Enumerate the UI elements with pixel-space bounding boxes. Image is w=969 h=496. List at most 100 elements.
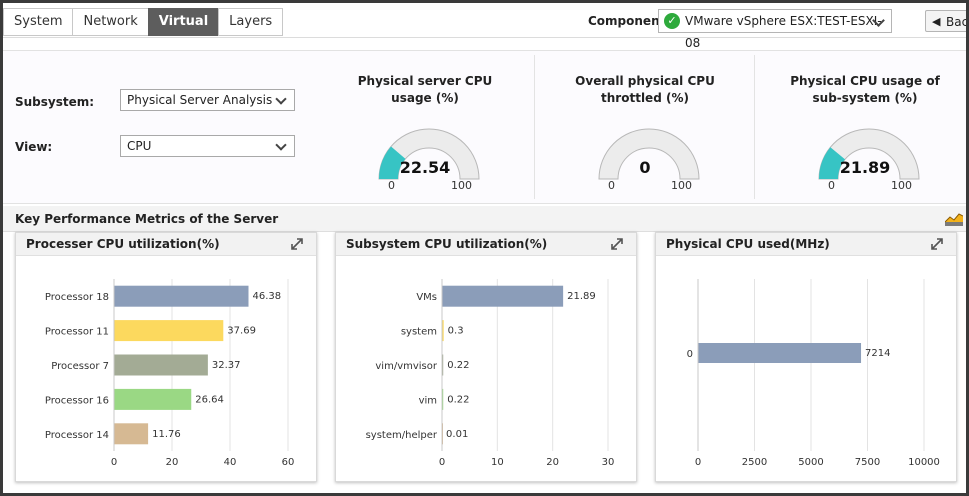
divider [754,55,755,199]
tab-system[interactable]: System [3,8,73,36]
bar-chart: 0 10 20 30 VMs 21.89 system 0.3 vim/vmvisor 0.22 v… [366,279,615,468]
bar [114,388,192,410]
value-label: 0.22 [447,394,469,405]
chart-title: Physical CPU used(MHz) [666,237,830,251]
bar [442,354,444,376]
gauge-subsystem-cpu: Physical CPU usage of sub-system (%) 21.… [755,51,966,203]
category-label: 0 [687,349,693,360]
app-window: System Network Virtual Layers Component … [3,3,966,493]
x-tick-label: 20 [546,457,559,468]
tab-network[interactable]: Network [72,8,148,36]
gauge-min: 0 [388,179,395,192]
x-tick-label: 60 [282,457,295,468]
chevron-down-icon [275,139,287,151]
gauge-title: Physical CPU usage of sub-system (%) [790,74,940,105]
category-label: Processor 18 [45,292,109,303]
summary-panel: Subsystem: Physical Server Analysis View… [3,50,966,204]
chart-title: Processer CPU utilization(%) [26,237,220,251]
bar [114,285,249,307]
gauge-title: Overall physical CPU throttled (%) [575,74,715,105]
category-label: Processor 11 [45,327,109,338]
gauge-track [598,128,700,180]
gauge-min: 0 [608,179,615,192]
gauge-track [378,128,480,180]
x-tick-label: 2500 [742,457,767,468]
x-tick-label: 0 [695,457,701,468]
value-label: 0.22 [447,360,469,371]
component-select[interactable]: ✓ VMware vSphere ESX:TEST-ESXI-08 [658,9,892,50]
chart-card-processor: Processer CPU utilization(%) 0 20 40 60 Proc… [15,232,317,482]
x-tick-label: 10000 [908,457,940,468]
value-label: 7214 [865,348,890,359]
value-label: 26.64 [195,394,224,405]
gauge-cpu-throttled: Overall physical CPU throttled (%) 0 0 1… [535,51,755,203]
card-header: Physical CPU used(MHz) [656,233,956,256]
value-label: 11.76 [152,429,181,440]
gauge-dial [818,128,920,180]
bar-chart: 0 2500 5000 7500 10000 0 7214 [687,279,940,468]
category-label: vim/vmvisor [375,361,437,372]
bar [114,354,208,376]
bar [114,320,224,342]
value-label: 21.89 [567,291,596,302]
x-tick-label: 7500 [855,457,880,468]
gauge-dial [598,128,700,180]
bar-chart: 0 20 40 60 Processor 18 46.38 Processor 11 37.6… [45,279,295,468]
category-label: system/helper [366,430,438,441]
gauge-min: 0 [828,179,835,192]
value-label: 46.38 [253,291,282,302]
x-tick-label: 0 [111,457,117,468]
expand-icon[interactable] [610,237,624,251]
x-tick-label: 40 [224,457,237,468]
top-bar: System Network Virtual Layers Component … [3,3,966,50]
tab-layers[interactable]: Layers [218,8,284,36]
bar [442,388,444,410]
x-tick-label: 30 [602,457,615,468]
gauge-value: 0 [639,158,651,177]
component-label: Component [588,14,666,28]
component-value: VMware vSphere ESX:TEST-ESXI-08 [685,14,882,50]
chart-card-physical-cpu: Physical CPU used(MHz) 0 2500 5000 7500 1000… [655,232,957,482]
check-circle-icon: ✓ [664,13,680,29]
gauge-title: Physical server CPU usage (%) [357,74,493,105]
gauge-fill [379,146,406,179]
bar [442,320,444,342]
value-label: 0.3 [448,326,464,337]
subsystem-value: Physical Server Analysis [127,93,273,107]
back-arrow-icon: ◀ [932,15,941,28]
view-value: CPU [127,139,152,153]
x-tick-label: 20 [166,457,179,468]
category-label: system [401,327,437,338]
bar [698,343,862,363]
gauge-max: 100 [451,179,472,192]
card-header: Processer CPU utilization(%) [16,233,316,256]
back-label: Bac [946,15,966,29]
subsystem-select[interactable]: Physical Server Analysis [120,89,295,111]
bar [114,423,149,445]
back-button[interactable]: ◀ Bac [925,10,966,32]
x-tick-label: 10 [491,457,504,468]
gauge-value: 22.54 [399,158,451,177]
trend-chart-icon[interactable] [945,212,963,226]
view-label: View: [15,140,53,154]
value-label: 37.69 [227,326,256,337]
category-label: Processor 14 [45,430,109,441]
expand-icon[interactable] [930,237,944,251]
expand-icon[interactable] [290,237,304,251]
category-label: VMs [416,292,437,303]
gauge-track [818,128,920,180]
tab-bar: System Network Virtual Layers [3,8,284,36]
chevron-down-icon [275,93,287,105]
bar [442,285,564,307]
gauge-max: 100 [671,179,692,192]
divider [534,55,535,199]
x-tick-label: 5000 [798,457,823,468]
gauge-cpu-usage: Physical server CPU usage (%) 22.54 0 10… [315,51,535,203]
view-select[interactable]: CPU [120,135,295,157]
tab-virtual[interactable]: Virtual [147,8,219,36]
gauge-value: 21.89 [839,158,891,177]
card-header: Subsystem CPU utilization(%) [336,233,636,256]
value-label: 32.37 [212,360,241,371]
chart-card-subsystem: Subsystem CPU utilization(%) 0 10 20 30 VMs 2… [335,232,637,482]
kpm-header: Key Performance Metrics of the Server [3,206,966,232]
